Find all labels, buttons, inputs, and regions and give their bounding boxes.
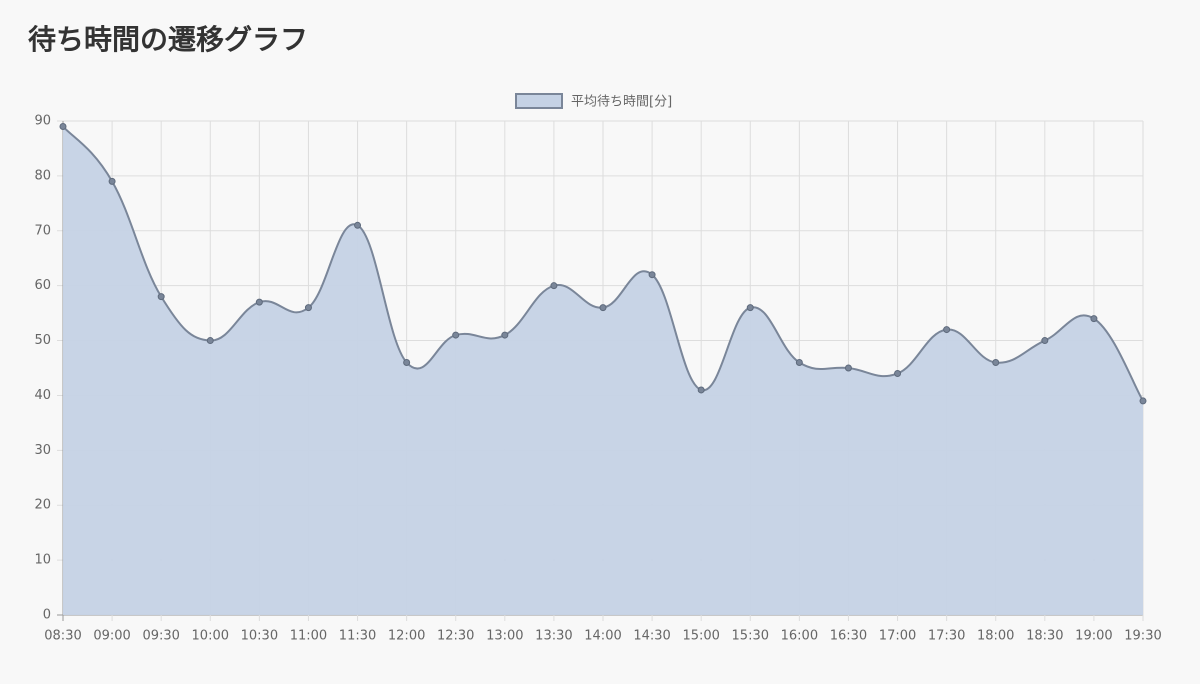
x-tick-label: 10:30 <box>241 629 278 644</box>
x-tick-label: 15:30 <box>732 629 769 644</box>
point <box>452 331 460 339</box>
x-tick-label: 19:00 <box>1075 629 1112 644</box>
point <box>894 369 902 377</box>
y-tick-label: 20 <box>34 498 51 513</box>
x-tick-label: 15:00 <box>682 629 719 644</box>
y-tick-label: 10 <box>34 553 51 568</box>
point <box>255 298 263 306</box>
x-tick-label: 10:00 <box>192 629 229 644</box>
point <box>648 271 656 279</box>
point <box>795 359 803 367</box>
point <box>599 304 607 312</box>
point <box>844 364 852 372</box>
x-tick-label: 12:30 <box>437 629 474 644</box>
x-tick-label: 09:00 <box>93 629 130 644</box>
y-tick-label: 60 <box>34 278 51 293</box>
point <box>550 282 558 290</box>
y-tick-label: 70 <box>34 223 51 238</box>
point <box>746 304 754 312</box>
point <box>943 326 951 334</box>
x-tick-label: 11:30 <box>339 629 376 644</box>
legend-label[interactable]: 平均待ち時間[分] <box>571 95 672 110</box>
point <box>501 331 509 339</box>
y-tick-label: 30 <box>34 443 51 458</box>
y-tick-label: 80 <box>34 168 51 183</box>
point <box>1139 397 1147 405</box>
x-tick-label: 12:00 <box>388 629 425 644</box>
x-tick-label: 14:30 <box>633 629 670 644</box>
x-tick-label: 14:00 <box>584 629 621 644</box>
x-tick-label: 18:30 <box>1026 629 1063 644</box>
y-tick-label: 40 <box>34 388 51 403</box>
point <box>108 177 116 185</box>
x-tick-label: 13:30 <box>535 629 572 644</box>
y-tick-label: 0 <box>43 608 51 623</box>
point <box>206 337 214 345</box>
x-tick-label: 13:00 <box>486 629 523 644</box>
legend-swatch[interactable] <box>515 93 563 109</box>
x-tick-label: 16:30 <box>830 629 867 644</box>
y-tick-label: 90 <box>34 114 51 129</box>
point <box>354 221 362 229</box>
x-tick-label: 19:30 <box>1124 629 1161 644</box>
y-tick-label: 50 <box>34 333 51 348</box>
page-title: 待ち時間の遷移グラフ <box>28 23 309 56</box>
x-tick-label: 09:30 <box>142 629 179 644</box>
point <box>697 386 705 394</box>
area-fill <box>63 126 1143 615</box>
x-tick-label: 11:00 <box>290 629 327 644</box>
point <box>992 359 1000 367</box>
point <box>1090 315 1098 323</box>
x-tick-label: 18:00 <box>977 629 1014 644</box>
point <box>1041 337 1049 345</box>
point <box>304 304 312 312</box>
point <box>59 122 67 130</box>
point <box>157 293 165 301</box>
x-tick-label: 16:00 <box>781 629 818 644</box>
point <box>403 359 411 367</box>
x-tick-label: 17:30 <box>928 629 965 644</box>
x-tick-label: 08:30 <box>44 629 81 644</box>
x-tick-label: 17:00 <box>879 629 916 644</box>
